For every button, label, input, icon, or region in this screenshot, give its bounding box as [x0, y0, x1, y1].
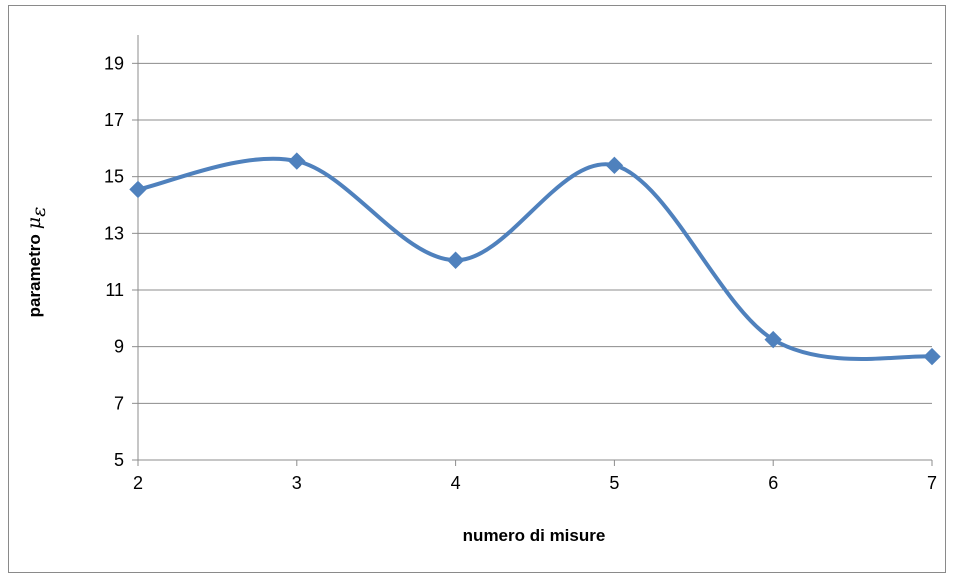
y-tick-label: 5 — [114, 450, 124, 470]
y-tick-label: 19 — [104, 53, 124, 73]
y-tick-label: 9 — [114, 337, 124, 357]
x-tick-label: 3 — [292, 473, 302, 493]
series-layer — [129, 152, 941, 366]
y-axis-title-symbol: μ — [23, 217, 45, 229]
x-tick-label: 4 — [451, 473, 461, 493]
y-axis-title-text: parametro — [25, 234, 44, 317]
y-axis-title: parametro με — [23, 207, 50, 318]
y-tick-label: 13 — [104, 223, 124, 243]
y-tick-label: 15 — [104, 167, 124, 187]
data-point-marker-x5 — [605, 156, 624, 175]
gridlines — [132, 62, 932, 461]
y-axis-title-subscript: ε — [28, 207, 50, 217]
data-point-marker-x6 — [764, 330, 782, 349]
data-point-marker-x7 — [923, 347, 941, 366]
x-tick-label: 7 — [927, 473, 937, 493]
y-tick-label: 11 — [105, 280, 124, 300]
series-line — [137, 156, 933, 361]
chart-frame — [8, 5, 946, 573]
y-tick-label: 7 — [114, 393, 124, 413]
x-axis-title: numero di misure — [463, 526, 606, 545]
x-tick-label: 5 — [609, 473, 619, 493]
x-tick-label: 2 — [133, 473, 143, 493]
x-tick-label: 6 — [768, 473, 778, 493]
data-point-marker-x2 — [129, 180, 147, 199]
data-point-marker-x3 — [288, 152, 306, 170]
x-axis-tick-labels: 2 3 4 5 6 7 — [133, 473, 937, 493]
axes — [137, 35, 933, 466]
y-tick-label: 17 — [104, 110, 124, 130]
data-point-marker-x4 — [446, 251, 465, 269]
y-axis-tick-labels: 5 7 9 11 13 15 17 19 — [104, 53, 124, 470]
